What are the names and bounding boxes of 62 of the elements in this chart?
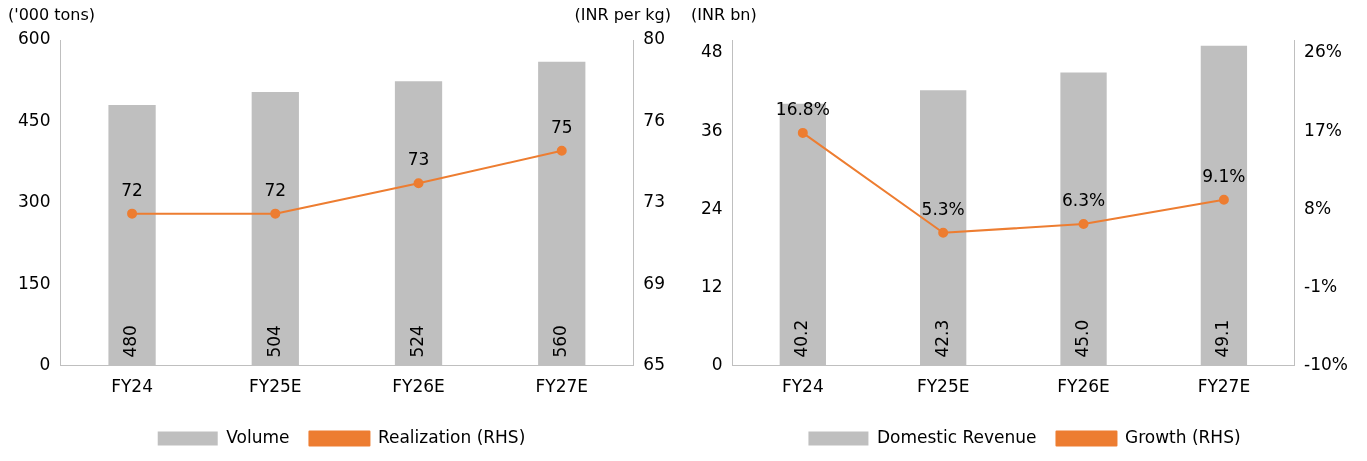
data-label: 72: [264, 179, 287, 200]
data-label: 16.8%: [775, 98, 830, 119]
data-label: 5.3%: [921, 198, 965, 219]
point: [413, 178, 424, 189]
y-tick-label: 24: [700, 197, 723, 218]
point: [556, 145, 567, 156]
y-tick-label: 600: [17, 28, 51, 49]
y-axis-title: ('000 tons): [8, 5, 96, 25]
y2-tick-label: -1%: [1304, 275, 1338, 296]
y-tick-label: 36: [700, 119, 723, 140]
point: [938, 227, 949, 238]
data-label: 524: [406, 325, 427, 358]
data-label: 73: [407, 149, 430, 170]
legend-label: Domestic Revenue: [876, 426, 1037, 447]
x-tick-label: FY26E: [392, 376, 445, 397]
y2-tick-label: 80: [643, 28, 666, 49]
data-label: 6.3%: [1061, 189, 1106, 210]
y-tick-label: 450: [17, 109, 51, 130]
point: [797, 127, 808, 138]
y2-tick-label: 8%: [1304, 197, 1332, 218]
y2-tick-label: 65: [643, 354, 666, 375]
y-tick-label: 48: [700, 41, 723, 62]
y-tick-label: 0: [39, 354, 51, 375]
bar: [920, 90, 967, 366]
x-tick-label: FY27E: [1197, 376, 1251, 397]
legend-label: Growth (RHS): [1124, 426, 1241, 447]
y2-tick-label: -10%: [1304, 354, 1348, 375]
x-tick-label: FY24: [111, 376, 153, 397]
x-tick-label: FY25E: [249, 376, 302, 397]
x-tick-label: FY24: [781, 376, 824, 397]
y2-tick-label: 69: [643, 272, 666, 293]
data-label: 40.2: [791, 319, 812, 358]
y-tick-label: 0: [711, 354, 723, 375]
point: [1218, 194, 1229, 205]
y2-axis-title: (INR per kg): [574, 5, 671, 25]
data-label: 42.3: [931, 319, 952, 358]
y-axis-title: (INR bn): [691, 5, 757, 25]
y-tick-label: 12: [700, 275, 723, 296]
data-label: 560: [550, 325, 571, 358]
point: [127, 208, 138, 219]
data-label: 45.0: [1071, 319, 1092, 358]
data-label: 504: [263, 325, 284, 358]
legend-label: Realization (RHS): [377, 426, 526, 447]
data-label: 49.1: [1212, 319, 1233, 358]
data-label: 75: [550, 116, 573, 137]
x-tick-label: FY26E: [1057, 376, 1110, 397]
y-tick-label: 150: [17, 272, 51, 293]
legend-label: Volume: [226, 426, 290, 447]
y2-tick-label: 17%: [1304, 119, 1342, 140]
y-tick-label: 300: [17, 191, 51, 212]
x-tick-label: FY25E: [916, 376, 970, 397]
data-label: 9.1%: [1202, 165, 1246, 186]
bar: [1060, 72, 1107, 366]
x-tick-label: FY27E: [535, 376, 589, 397]
y2-tick-label: 73: [643, 191, 666, 212]
data-label: 72: [121, 179, 143, 200]
y2-tick-label: 26%: [1304, 41, 1342, 62]
y2-tick-label: 76: [643, 109, 666, 130]
point: [1078, 219, 1089, 230]
bar: [1200, 45, 1248, 366]
point: [270, 208, 281, 219]
data-label: 480: [120, 325, 141, 358]
